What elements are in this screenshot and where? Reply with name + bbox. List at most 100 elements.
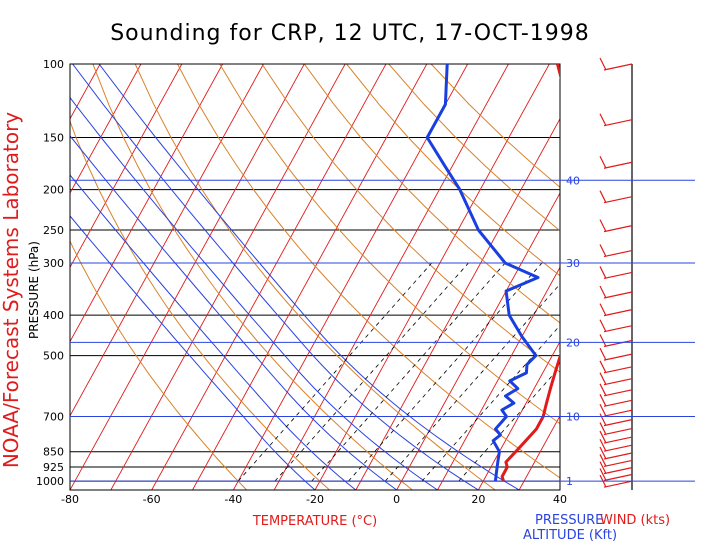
temperature-tick-label: -40 [224,493,242,506]
pressure-tick-label: 1000 [36,475,64,488]
wind-barb [603,366,633,374]
temperature-axis-title: TEMPERATURE (°C) [252,514,377,529]
moist-adiabat [70,174,357,490]
wind-barb [603,480,633,488]
isotherm-line [192,64,428,490]
dry-adiabat [134,64,496,490]
wind-barb [603,225,633,233]
pressure-tick-label: 850 [43,446,64,459]
temperature-line [500,64,560,482]
isotherm-line [314,64,550,490]
dry-adiabat [219,64,560,425]
wind-barb-flag [599,468,607,481]
temperature-axis: -80 -60 -40 -20 0 20 40 [61,493,567,506]
mixing-ratio-line [421,324,560,482]
wind-barb-flag [599,403,607,417]
wind-barb [603,63,633,71]
wind-barb-flag [599,319,607,332]
pressure-tick-label: 500 [43,350,64,363]
chart-title: Sounding for CRP, 12 UTC, 17-OCT-1998 [110,21,590,46]
wind-barb-flag [599,360,607,374]
mixing-ratio-line [384,283,560,482]
wind-barb-flag [599,413,607,426]
wind-barb-flag [599,190,607,203]
wind-barb-flag [599,57,607,71]
altitude-label: ALTITUDE (Kft) [523,528,617,543]
mixing-ratio-line [274,262,469,482]
wind-barb [603,459,633,468]
pressure-tick-label: 300 [43,257,64,270]
wind-barb-flag [599,422,607,435]
wind-barb [603,467,633,475]
wind-barb-flag [599,266,607,279]
wind-barb [603,436,633,444]
wind-barb [603,339,633,348]
wind-barb [603,353,633,361]
wind-barb-flag [599,446,607,460]
mixing-ratio-line [311,262,506,482]
wind-barb-flag [599,430,607,444]
wind-barb [603,473,633,482]
wind-label: WIND (kts) [600,513,670,528]
dry-adiabat [261,64,560,373]
dewpoint-line [425,64,540,482]
wind-barb [603,325,633,333]
mixing-ratio-line [237,262,432,482]
wind-barb-flag [599,285,607,299]
side-label: NOAA/Forecast Systems Laboratory [0,112,23,468]
wind-barb [603,196,633,204]
wind-barb [603,161,633,169]
wind-barb [603,249,633,258]
wind-barb [603,419,633,427]
wind-barb [603,271,633,280]
temperature-tick-label: -80 [61,493,79,506]
pressure-tick-label: 925 [43,461,64,474]
wind-barb-flag [599,334,607,347]
wind-barb [603,409,633,417]
wind-barb [603,452,633,460]
isotherm-line [70,64,183,269]
wind-barb-flag [599,113,607,126]
wind-barb-flag [599,461,607,474]
mixing-ratio-line [348,262,543,482]
wind-barb [603,444,633,452]
moist-adiabat [70,135,397,490]
dry-adiabat [92,64,413,490]
wind-barbs [599,57,633,488]
dry-adiabat [303,64,560,324]
isotherm-line [151,64,387,490]
wind-barb [603,309,633,317]
wind-barb-flag [599,454,607,467]
pressure-axis-title: PRESSURE (hPa) [27,241,41,339]
dry-adiabat [346,64,560,277]
moist-adiabat [98,64,520,490]
temperature-tick-label: 20 [471,493,485,506]
wind-barb-flag [599,438,607,452]
isotherm-line [396,192,560,490]
pressure-tick-label: 250 [43,224,64,237]
grid-layer [70,64,560,490]
dry-adiabat [70,119,330,490]
isotherm-line [70,64,224,343]
wind-barb [603,119,633,127]
moist-adiabat [72,64,479,490]
isotherm-line [70,64,142,194]
wind-barb [603,389,633,397]
pressure-tick-label: 200 [43,184,64,197]
plot-frame [69,63,561,491]
wind-barb-flag [599,394,607,407]
isotherm-line [518,414,560,490]
temperature-tick-label: -20 [306,493,324,506]
pressure-tick-label: 100 [43,58,64,71]
moist-adiabat [70,96,438,490]
wind-barb-flag [599,383,607,397]
data-layer [425,64,560,482]
temperature-tick-label: 40 [553,493,567,506]
isotherm-line [110,64,346,490]
isotherm-line [70,64,264,417]
pressure-tick-label: 150 [43,131,64,144]
wind-barb-flag [599,372,607,385]
